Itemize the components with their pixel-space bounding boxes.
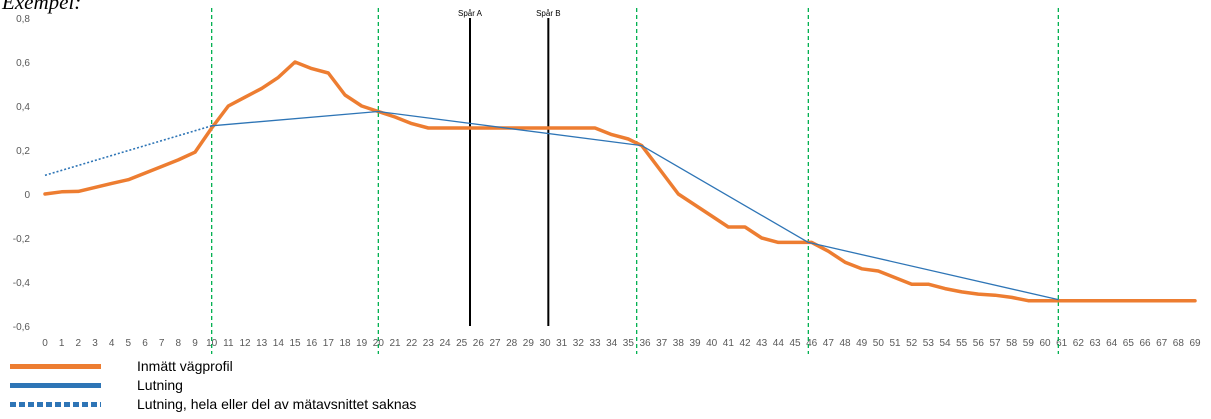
y-tick-label: -0,4 bbox=[13, 278, 31, 289]
x-tick-label: 23 bbox=[423, 338, 435, 349]
x-tick-label: 51 bbox=[889, 338, 901, 349]
y-tick-label: 0,2 bbox=[16, 146, 30, 157]
track-label: Spår B bbox=[536, 9, 560, 18]
y-tick-label: 0,6 bbox=[16, 58, 30, 69]
y-tick-label: -0,2 bbox=[13, 234, 31, 245]
series-line bbox=[211, 110, 1059, 301]
x-tick-label: 27 bbox=[489, 338, 501, 349]
x-tick-label: 9 bbox=[192, 338, 198, 349]
x-tick-label: 24 bbox=[439, 338, 451, 349]
x-tick-label: 15 bbox=[289, 338, 301, 349]
x-tick-label: 55 bbox=[956, 338, 968, 349]
x-tick-label: 32 bbox=[573, 338, 585, 349]
x-tick-label: 19 bbox=[356, 338, 368, 349]
x-tick-label: 0 bbox=[42, 338, 48, 349]
x-tick-label: 25 bbox=[456, 338, 468, 349]
x-tick-label: 35 bbox=[623, 338, 635, 349]
x-tick-label: 39 bbox=[689, 338, 701, 349]
x-tick-label: 6 bbox=[142, 338, 148, 349]
x-tick-label: 1 bbox=[59, 338, 65, 349]
legend-swatch bbox=[10, 383, 101, 388]
x-tick-label: 65 bbox=[1123, 338, 1135, 349]
x-tick-label: 56 bbox=[973, 338, 985, 349]
x-tick-label: 2 bbox=[76, 338, 82, 349]
x-tick-label: 43 bbox=[756, 338, 768, 349]
x-tick-label: 59 bbox=[1023, 338, 1035, 349]
track-label: Spår A bbox=[458, 9, 483, 18]
series-line bbox=[44, 125, 212, 177]
x-tick-label: 8 bbox=[176, 338, 182, 349]
x-tick-label: 54 bbox=[939, 338, 951, 349]
x-tick-label: 66 bbox=[1139, 338, 1151, 349]
chart-legend: Inmätt vägprofil Lutning Lutning, hela ell… bbox=[0, 357, 600, 414]
x-tick-label: 61 bbox=[1056, 338, 1068, 349]
x-tick-label: 7 bbox=[159, 338, 165, 349]
x-tick-label: 50 bbox=[873, 338, 885, 349]
y-tick-label: 0,4 bbox=[16, 102, 30, 113]
series-line bbox=[43, 60, 1197, 303]
legend-label: Inmätt vägprofil bbox=[137, 358, 233, 374]
x-tick-label: 48 bbox=[839, 338, 851, 349]
x-tick-label: 57 bbox=[989, 338, 1001, 349]
x-tick-label: 30 bbox=[539, 338, 551, 349]
x-tick-label: 58 bbox=[1006, 338, 1018, 349]
x-tick-label: 49 bbox=[856, 338, 868, 349]
x-tick-label: 37 bbox=[656, 338, 668, 349]
x-tick-label: 3 bbox=[92, 338, 98, 349]
x-tick-label: 33 bbox=[589, 338, 601, 349]
legend-label: Lutning, hela eller del av mätavsnittet … bbox=[137, 396, 417, 412]
x-tick-label: 53 bbox=[923, 338, 935, 349]
chart-heading: Exempel: bbox=[2, 0, 82, 14]
x-tick-label: 4 bbox=[109, 338, 115, 349]
x-tick-label: 17 bbox=[323, 338, 335, 349]
legend-item: Lutning, hela eller del av mätavsnittet … bbox=[0, 395, 600, 414]
x-tick-label: 11 bbox=[223, 338, 234, 349]
x-tick-label: 47 bbox=[823, 338, 835, 349]
x-tick-label: 52 bbox=[906, 338, 918, 349]
legend-swatch bbox=[10, 402, 101, 407]
x-tick-label: 21 bbox=[389, 338, 401, 349]
x-tick-label: 13 bbox=[256, 338, 268, 349]
x-tick-label: 69 bbox=[1189, 338, 1201, 349]
x-tick-label: 14 bbox=[273, 338, 285, 349]
y-tick-label: 0 bbox=[24, 190, 30, 201]
x-tick-label: 60 bbox=[1039, 338, 1051, 349]
x-tick-label: 18 bbox=[339, 338, 351, 349]
x-tick-label: 36 bbox=[639, 338, 651, 349]
x-tick-label: 16 bbox=[306, 338, 318, 349]
x-tick-label: 26 bbox=[473, 338, 485, 349]
x-tick-label: 38 bbox=[673, 338, 685, 349]
y-tick-label: -0,6 bbox=[13, 322, 31, 333]
x-tick-label: 64 bbox=[1106, 338, 1118, 349]
x-tick-label: 45 bbox=[789, 338, 801, 349]
x-tick-label: 29 bbox=[523, 338, 535, 349]
x-tick-label: 68 bbox=[1173, 338, 1185, 349]
x-tick-label: 31 bbox=[556, 338, 568, 349]
legend-item: Inmätt vägprofil bbox=[0, 357, 600, 376]
x-tick-label: 5 bbox=[126, 338, 132, 349]
x-tick-label: 63 bbox=[1089, 338, 1101, 349]
y-tick-label: 0,8 bbox=[16, 14, 30, 25]
x-tick-label: 40 bbox=[706, 338, 718, 349]
road-profile-chart: 0,80,60,40,20-0,2-0,4-0,60 1 2 3 4 5 6 7 8 9 10 11 1… bbox=[13, 8, 1201, 354]
x-tick-label: 46 bbox=[806, 338, 818, 349]
x-tick-label: 12 bbox=[239, 338, 251, 349]
x-tick-label: 20 bbox=[373, 338, 385, 349]
x-tick-label: 28 bbox=[506, 338, 518, 349]
x-tick-label: 34 bbox=[606, 338, 618, 349]
x-tick-label: 22 bbox=[406, 338, 418, 349]
legend-swatch bbox=[10, 364, 101, 369]
legend-label: Lutning bbox=[137, 377, 183, 393]
legend-item: Lutning bbox=[0, 376, 600, 395]
x-tick-label: 41 bbox=[723, 338, 735, 349]
x-tick-label: 10 bbox=[206, 338, 218, 349]
x-tick-label: 67 bbox=[1156, 338, 1168, 349]
x-tick-label: 62 bbox=[1073, 338, 1085, 349]
x-tick-label: 42 bbox=[739, 338, 751, 349]
x-tick-label: 44 bbox=[773, 338, 785, 349]
